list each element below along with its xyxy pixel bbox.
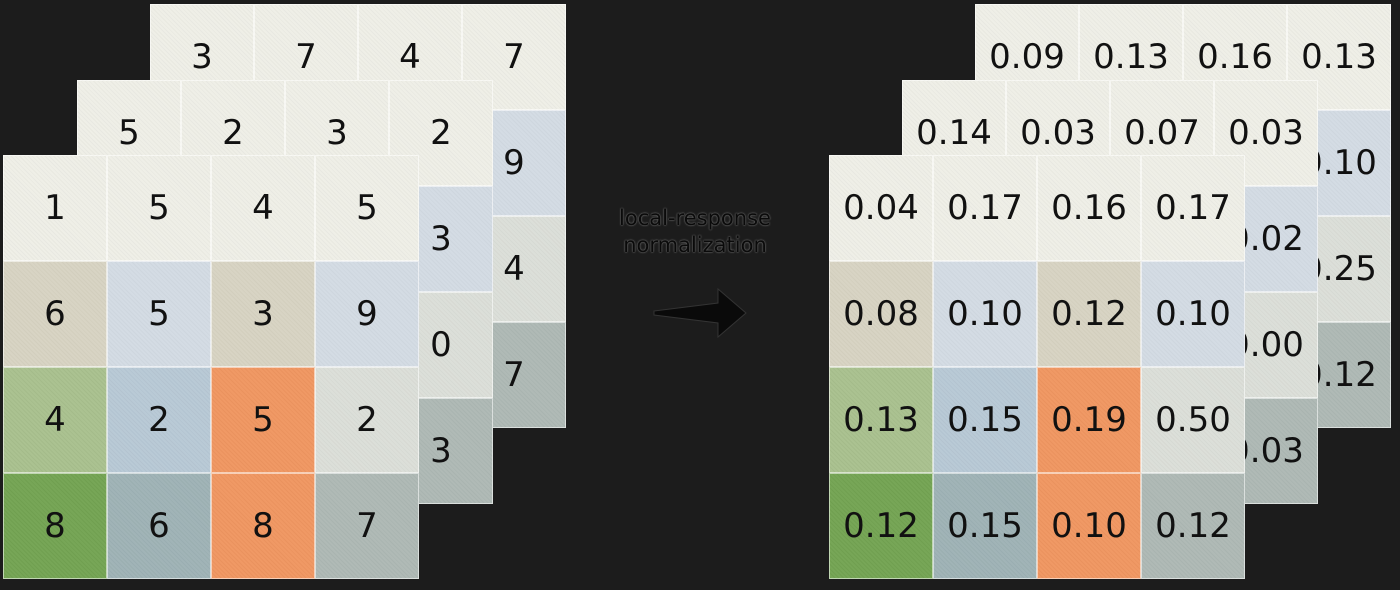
matrix-cell: 8: [211, 473, 315, 579]
matrix-cell: 0.10: [1037, 473, 1141, 579]
matrix-cell: 0.10: [933, 261, 1037, 367]
matrix-cell: 0.08: [829, 261, 933, 367]
matrix-cell: 5: [107, 155, 211, 261]
matrix-cell: 0.17: [933, 155, 1037, 261]
matrix-cell: 0.13: [829, 367, 933, 473]
operation-label-line2: normalization: [623, 233, 767, 257]
matrix-cell: 0.12: [1037, 261, 1141, 367]
matrix-cell: 0.12: [1141, 473, 1245, 579]
output-front-matrix: 0.04 0.17 0.16 0.17 0.08 0.10 0.12 0.10 0.13 0.15…: [829, 155, 1245, 579]
matrix-cell: 2: [315, 367, 419, 473]
matrix-cell: 0.03: [1214, 80, 1318, 186]
matrix-cell: 0.16: [1037, 155, 1141, 261]
matrix-cell: 6: [3, 261, 107, 367]
matrix-cell: 7: [315, 473, 419, 579]
matrix-cell: 0.15: [933, 367, 1037, 473]
matrix-cell: 0.04: [829, 155, 933, 261]
matrix-cell: 5: [211, 367, 315, 473]
matrix-cell: 3: [211, 261, 315, 367]
matrix-cell: 0.12: [829, 473, 933, 579]
matrix-cell: 0.15: [933, 473, 1037, 579]
right-arrow-icon: [653, 287, 747, 339]
matrix-cell: 5: [107, 261, 211, 367]
matrix-cell: 0.19: [1037, 367, 1141, 473]
matrix-cell: 5: [315, 155, 419, 261]
matrix-cell: 0.17: [1141, 155, 1245, 261]
matrix-cell: 0.50: [1141, 367, 1245, 473]
matrix-cell: 4: [3, 367, 107, 473]
matrix-cell: 8: [3, 473, 107, 579]
matrix-cell: 7: [462, 4, 566, 110]
matrix-cell: 6: [107, 473, 211, 579]
matrix-cell: 2: [107, 367, 211, 473]
matrix-cell: 9: [315, 261, 419, 367]
matrix-cell: 0.10: [1141, 261, 1245, 367]
operation-label: local-response normalization: [560, 205, 830, 259]
matrix-cell: 1: [3, 155, 107, 261]
matrix-cell: 4: [211, 155, 315, 261]
operation-label-line1: local-response: [619, 206, 771, 230]
